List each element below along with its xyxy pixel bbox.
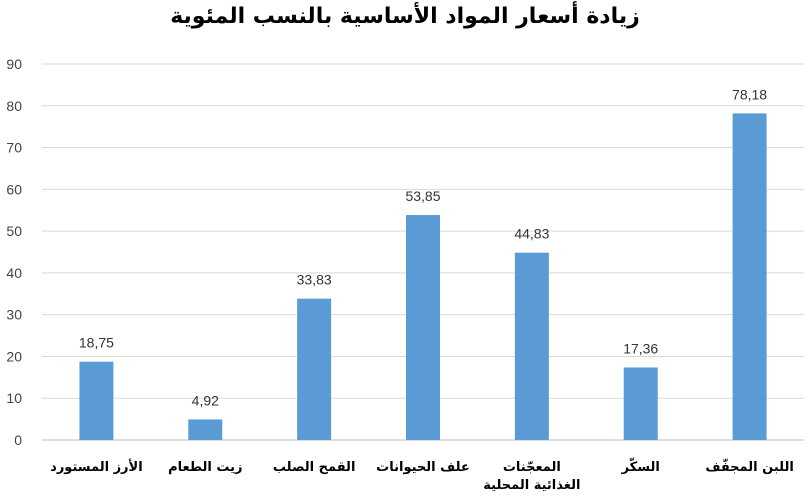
bar: [406, 215, 440, 440]
bar: [732, 113, 767, 440]
bars: [79, 113, 767, 440]
y-tick-label: 30: [6, 307, 22, 323]
x-tick-label: الغذائية المحلية: [483, 478, 580, 493]
x-tick-label: المعجّنات: [503, 460, 561, 475]
bar: [297, 298, 332, 440]
chart-title: زيادة أسعار المواد الأساسية بالنسب المئو…: [170, 4, 640, 29]
x-tick-label: علف الحيوانات: [376, 460, 470, 475]
x-axis-categories: الأرز المستورد زيت الطعام القمح الصلب علف ا…: [50, 457, 794, 493]
y-axis: 0 10 20 30 40 50 60 70 80 90: [6, 56, 22, 448]
data-label: 17,36: [623, 340, 658, 356]
y-tick-label: 80: [6, 98, 22, 114]
y-tick-label: 60: [6, 181, 22, 197]
x-tick-label: القمح الصلب: [273, 460, 356, 475]
data-labels: 18,75 4,92 33,83 53,85 44,83 17,36 78,18: [79, 86, 767, 408]
y-tick-label: 40: [6, 265, 22, 281]
x-tick-label: السكّر: [621, 457, 660, 475]
y-tick-label: 20: [6, 348, 22, 364]
y-tick-label: 0: [14, 432, 22, 448]
y-tick-label: 90: [6, 56, 22, 72]
x-tick-label: زيت الطعام: [168, 460, 242, 475]
data-label: 4,92: [192, 392, 219, 408]
bar: [188, 419, 223, 440]
data-label: 44,83: [514, 226, 549, 242]
bar: [623, 367, 658, 440]
data-label: 33,83: [297, 272, 332, 288]
x-tick-label: الأرز المستورد: [50, 458, 143, 475]
data-label: 18,75: [79, 335, 114, 351]
bar: [79, 361, 114, 440]
data-label: 78,18: [732, 86, 767, 102]
y-tick-label: 70: [6, 140, 22, 156]
x-tick-label: اللبن المجفّف: [705, 458, 793, 475]
data-label: 53,85: [405, 188, 440, 204]
bar: [514, 252, 549, 440]
y-tick-label: 10: [6, 390, 22, 406]
y-tick-label: 50: [6, 223, 22, 239]
